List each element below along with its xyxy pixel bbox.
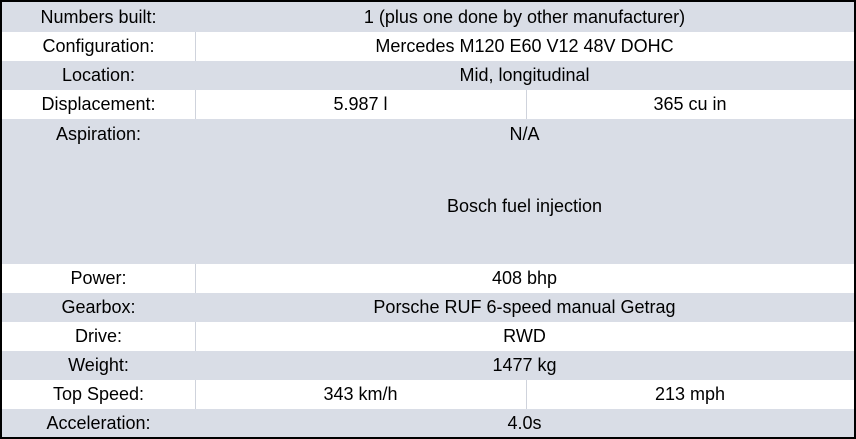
row-label: Weight: bbox=[68, 355, 129, 375]
table-row-displacement: Displacement: 5.987 l 365 cu in bbox=[2, 90, 854, 119]
row-value-imperial: 365 cu in bbox=[653, 94, 727, 114]
row-label: Gearbox: bbox=[61, 297, 136, 317]
table-row-weight: Weight: 1477 kg bbox=[2, 351, 854, 380]
row-value: 1477 kg bbox=[492, 355, 557, 375]
row-label: Configuration: bbox=[42, 36, 155, 56]
table-row-configuration: Configuration: Mercedes M120 E60 V12 48V… bbox=[2, 32, 854, 61]
table-row-location: Location: Mid, longitudinal bbox=[2, 61, 854, 90]
row-value-metric: 343 km/h bbox=[323, 384, 398, 404]
row-value-extra: Bosch fuel injection bbox=[446, 196, 603, 216]
row-value: Mid, longitudinal bbox=[459, 65, 590, 85]
row-value-imperial: 213 mph bbox=[654, 384, 726, 404]
table-row-acceleration: Acceleration: 4.0s bbox=[2, 409, 854, 437]
row-label: Top Speed: bbox=[52, 384, 145, 404]
row-value: Porsche RUF 6-speed manual Getrag bbox=[373, 297, 676, 317]
table-row-aspiration: Aspiration: N/A Bosch fuel injection bbox=[2, 119, 854, 264]
table-row-numbers-built: Numbers built: 1 (plus one done by other… bbox=[2, 2, 854, 32]
table-row-gearbox: Gearbox: Porsche RUF 6-speed manual Getr… bbox=[2, 293, 854, 322]
table-row-top-speed: Top Speed: 343 km/h 213 mph bbox=[2, 380, 854, 409]
row-value: Mercedes M120 E60 V12 48V DOHC bbox=[375, 36, 674, 56]
table-row-drive: Drive: RWD bbox=[2, 322, 854, 351]
row-label: Numbers built: bbox=[40, 7, 157, 27]
table-row-power: Power: 408 bhp bbox=[2, 264, 854, 293]
row-label: Displacement: bbox=[41, 94, 156, 114]
row-value: RWD bbox=[503, 326, 546, 346]
row-value: 1 (plus one done by other manufacturer) bbox=[363, 7, 686, 27]
row-value-metric: 5.987 l bbox=[333, 94, 388, 114]
row-value: 408 bhp bbox=[491, 268, 558, 288]
row-label: Power: bbox=[70, 268, 127, 288]
row-label: Drive: bbox=[74, 326, 122, 346]
row-value: N/A bbox=[509, 124, 540, 144]
row-label: Acceleration: bbox=[46, 413, 151, 433]
row-value: 4.0s bbox=[507, 413, 542, 433]
row-label: Aspiration: bbox=[55, 124, 142, 144]
row-label: Location: bbox=[61, 65, 136, 85]
